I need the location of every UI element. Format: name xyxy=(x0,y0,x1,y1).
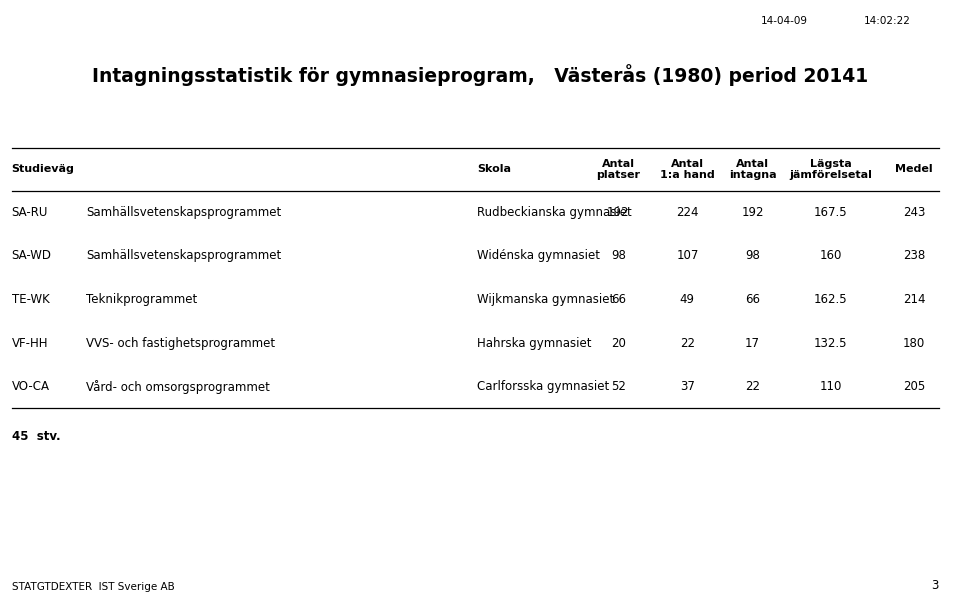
Text: 98: 98 xyxy=(745,249,760,263)
Text: 14-04-09: 14-04-09 xyxy=(760,16,807,27)
Text: 49: 49 xyxy=(680,293,695,306)
Text: 22: 22 xyxy=(680,336,695,350)
Text: 3: 3 xyxy=(931,579,939,592)
Text: 167.5: 167.5 xyxy=(813,206,848,219)
Text: SA-WD: SA-WD xyxy=(12,249,52,263)
Text: 17: 17 xyxy=(745,336,760,350)
Text: 14:02:22: 14:02:22 xyxy=(864,16,911,27)
Text: Carlforsska gymnasiet: Carlforsska gymnasiet xyxy=(477,380,610,393)
Text: 180: 180 xyxy=(902,336,925,350)
Text: 20: 20 xyxy=(611,336,626,350)
Text: 110: 110 xyxy=(819,380,842,393)
Text: Antal
1:a hand: Antal 1:a hand xyxy=(660,159,715,180)
Text: 160: 160 xyxy=(819,249,842,263)
Text: SA-RU: SA-RU xyxy=(12,206,48,219)
Text: 37: 37 xyxy=(680,380,695,393)
Text: VF-HH: VF-HH xyxy=(12,336,48,350)
Text: TE-WK: TE-WK xyxy=(12,293,49,306)
Text: Intagningsstatistik för gymnasieprogram,   Västerås (1980) period 20141: Intagningsstatistik för gymnasieprogram,… xyxy=(92,64,868,85)
Text: VVS- och fastighetsprogrammet: VVS- och fastighetsprogrammet xyxy=(86,336,276,350)
Text: 66: 66 xyxy=(611,293,626,306)
Text: Samhällsvetenskapsprogrammet: Samhällsvetenskapsprogrammet xyxy=(86,206,281,219)
Text: Teknikprogrammet: Teknikprogrammet xyxy=(86,293,198,306)
Text: 22: 22 xyxy=(745,380,760,393)
Text: 243: 243 xyxy=(902,206,925,219)
Text: 205: 205 xyxy=(902,380,925,393)
Text: Vård- och omsorgsprogrammet: Vård- och omsorgsprogrammet xyxy=(86,379,271,394)
Text: 192: 192 xyxy=(741,206,764,219)
Text: 98: 98 xyxy=(611,249,626,263)
Text: Hahrska gymnasiet: Hahrska gymnasiet xyxy=(477,336,591,350)
Text: 238: 238 xyxy=(902,249,925,263)
Text: 132.5: 132.5 xyxy=(814,336,847,350)
Text: Wijkmanska gymnasiet: Wijkmanska gymnasiet xyxy=(477,293,614,306)
Text: 107: 107 xyxy=(676,249,699,263)
Text: Rudbeckianska gymnasiet: Rudbeckianska gymnasiet xyxy=(477,206,632,219)
Text: 66: 66 xyxy=(745,293,760,306)
Text: Samhällsvetenskapsprogrammet: Samhällsvetenskapsprogrammet xyxy=(86,249,281,263)
Text: STATGTDEXTER  IST Sverige AB: STATGTDEXTER IST Sverige AB xyxy=(12,581,175,592)
Text: Studieväg: Studieväg xyxy=(12,165,74,174)
Text: VO-CA: VO-CA xyxy=(12,380,50,393)
Text: Antal
intagna: Antal intagna xyxy=(729,159,777,180)
Text: Medel: Medel xyxy=(895,165,933,174)
Text: Widénska gymnasiet: Widénska gymnasiet xyxy=(477,249,600,263)
Text: 45  stv.: 45 stv. xyxy=(12,430,60,442)
Text: 162.5: 162.5 xyxy=(813,293,848,306)
Text: 224: 224 xyxy=(676,206,699,219)
Text: Skola: Skola xyxy=(477,165,511,174)
Text: 52: 52 xyxy=(611,380,626,393)
Text: 192: 192 xyxy=(607,206,630,219)
Text: Lägsta
jämförelsetal: Lägsta jämförelsetal xyxy=(789,159,872,180)
Text: 214: 214 xyxy=(902,293,925,306)
Text: Antal
platser: Antal platser xyxy=(596,159,640,180)
